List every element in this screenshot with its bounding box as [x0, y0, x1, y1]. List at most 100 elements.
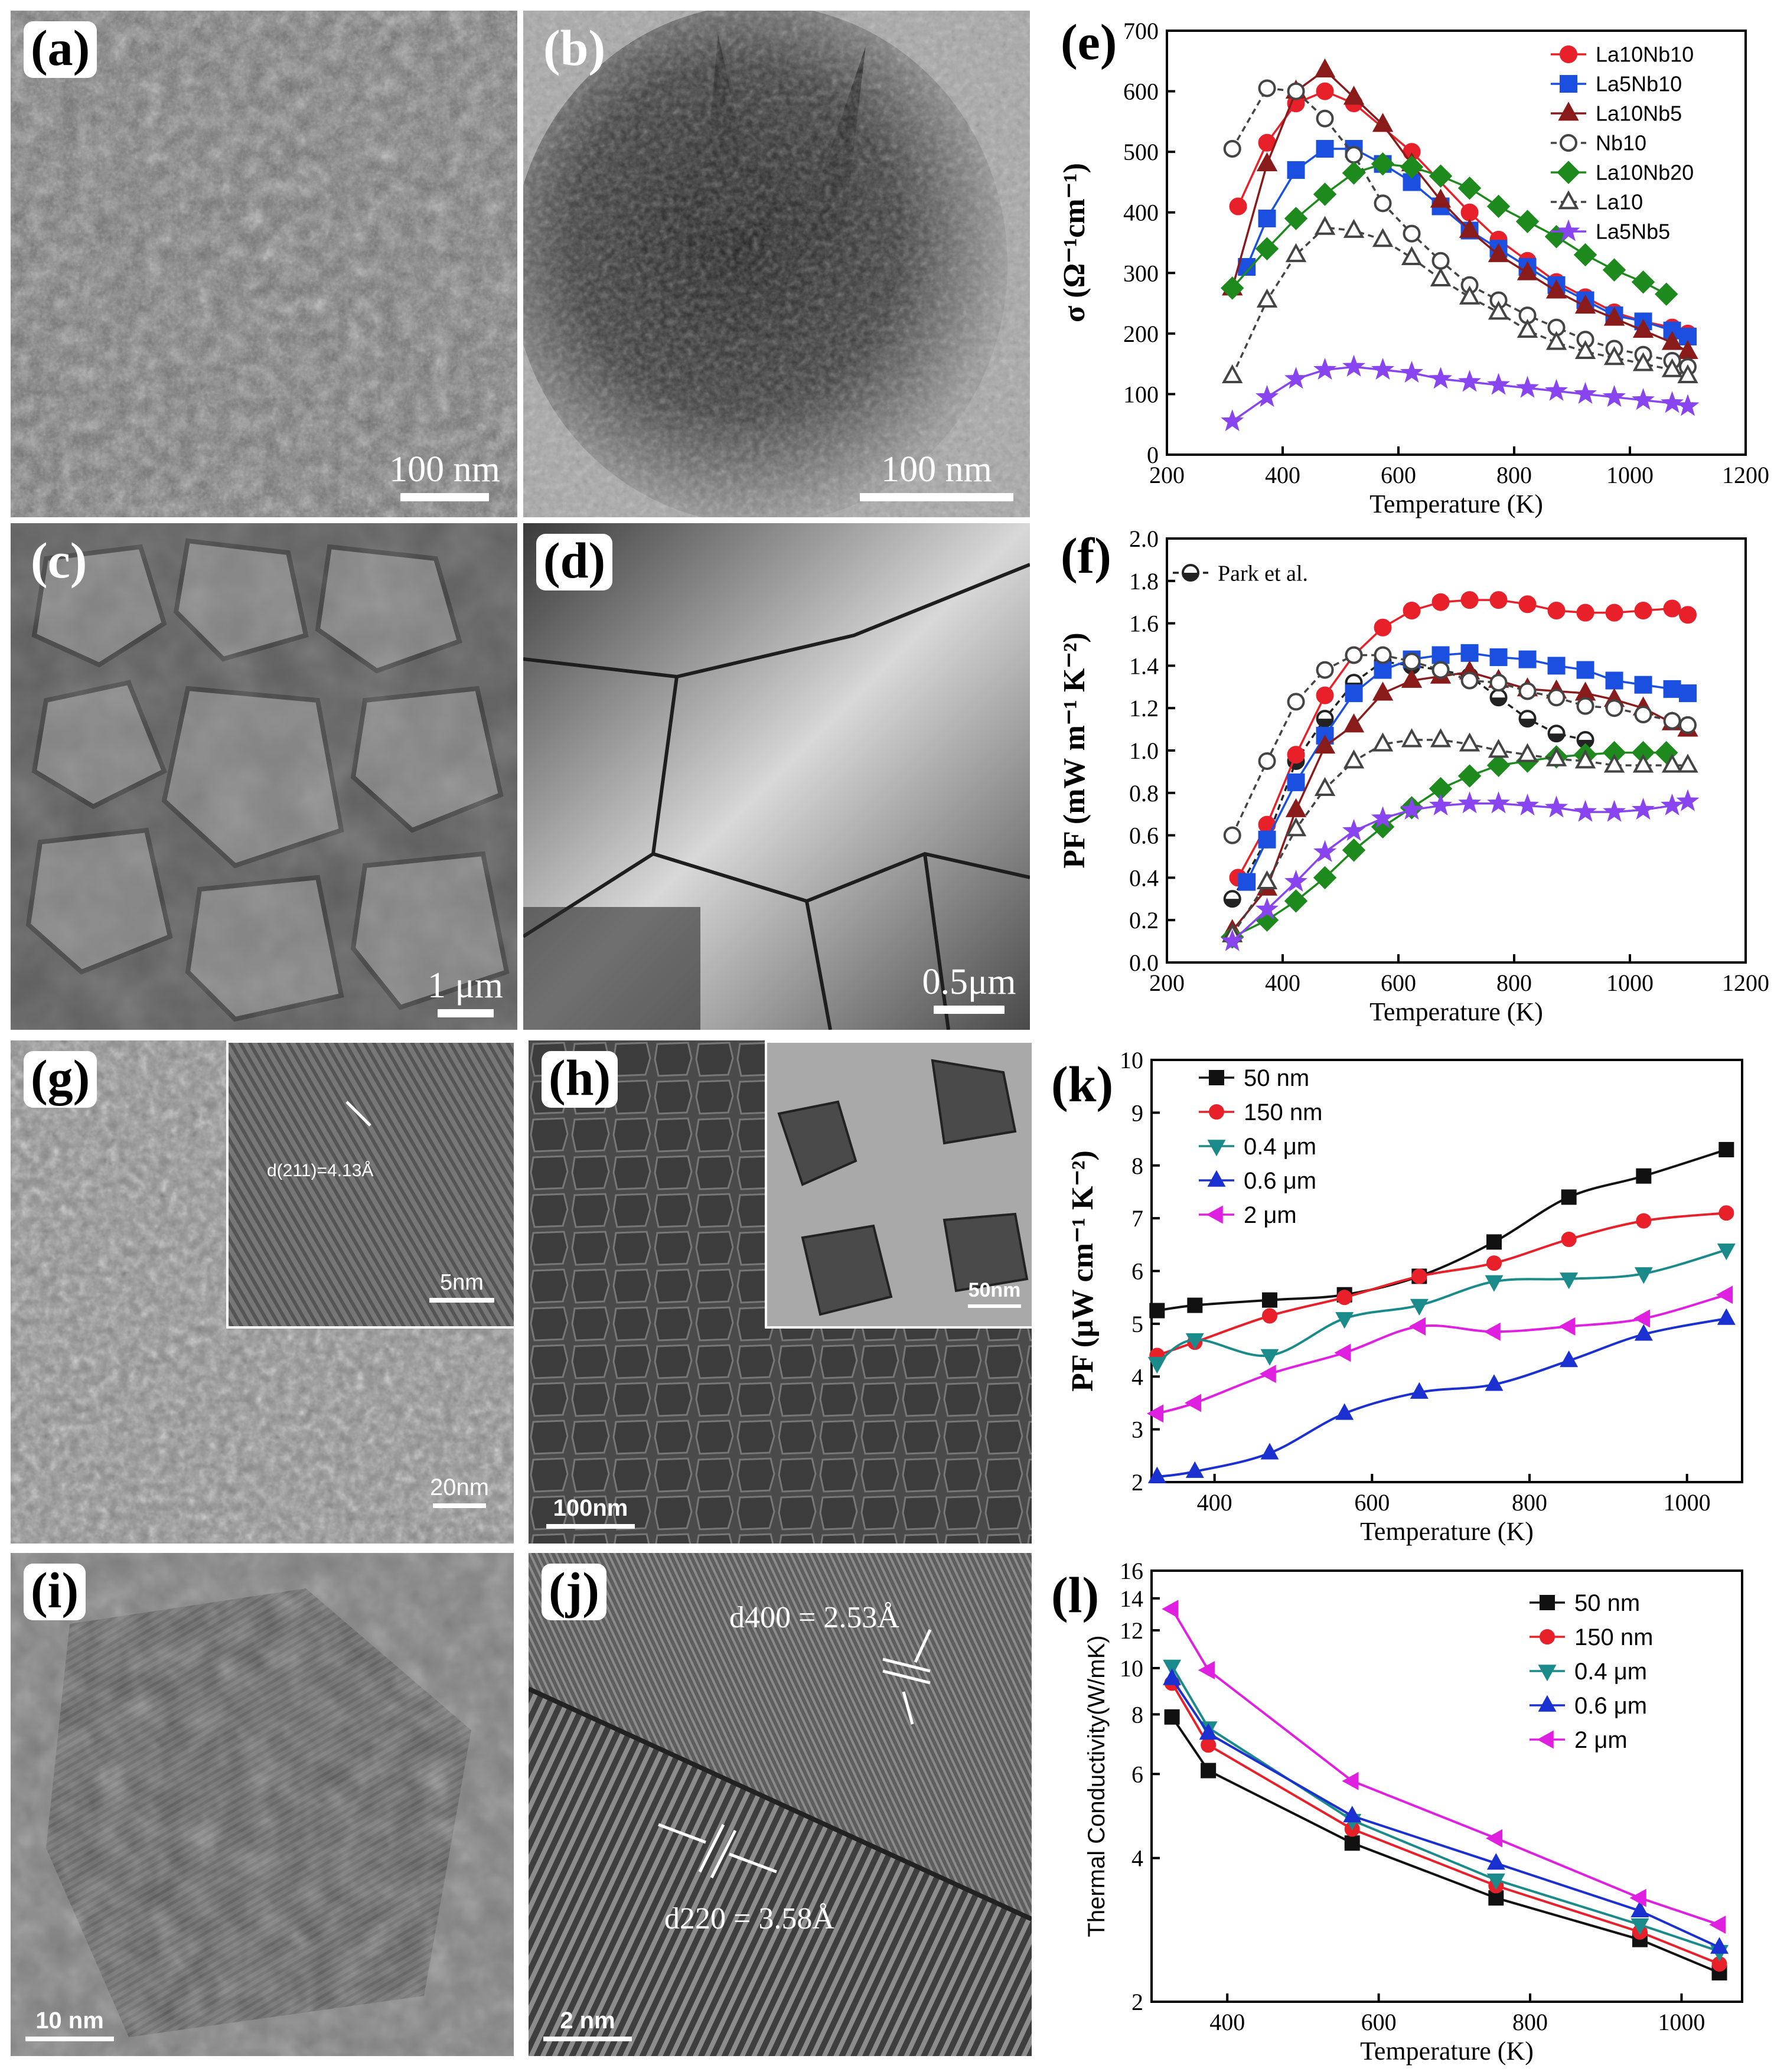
data-point — [1676, 394, 1700, 416]
data-point — [1486, 1873, 1505, 1891]
x-tick-label: 800 — [1496, 970, 1532, 996]
scale-bar-g: 20nm — [418, 1474, 501, 1508]
scale-label-d: 0.5μm — [922, 962, 1016, 1002]
data-point — [1518, 650, 1537, 668]
y-tick-label: 6 — [1131, 1761, 1143, 1787]
legend-label: Park et al. — [1218, 561, 1308, 586]
chart-f: 200 400 600 800 1000 1200 0.0 0.2 0.4 0.6 0.8 1.0 1.… — [1058, 526, 1769, 1026]
y-tick-label: 10 — [1120, 1047, 1143, 1073]
x-tick-label: 1000 — [1658, 2009, 1705, 2035]
series-line-4 — [1170, 1608, 1720, 1926]
data-point — [1287, 693, 1305, 711]
data-point — [1603, 385, 1626, 407]
data-point — [1314, 776, 1336, 797]
data-point — [1679, 606, 1697, 624]
lattice-marker-j2 — [658, 1823, 777, 1879]
data-point — [1717, 1243, 1736, 1261]
data-point — [1287, 82, 1305, 100]
inset-annotation-g: d(211)=4.13Å — [267, 1161, 374, 1180]
data-point — [1547, 602, 1566, 620]
data-point — [1574, 294, 1596, 314]
data-point — [1632, 797, 1655, 820]
y-tick-label: 8 — [1131, 1701, 1143, 1728]
legend-label: La10Nb20 — [1596, 161, 1694, 185]
scale-label-c: 1 μm — [428, 965, 503, 1006]
scale-bar-line-a — [400, 493, 489, 501]
legend-marker — [1560, 45, 1577, 63]
data-point — [1374, 646, 1392, 664]
data-point — [1314, 58, 1336, 78]
data-point — [1199, 1723, 1218, 1740]
data-point — [1431, 593, 1450, 611]
data-point — [1661, 753, 1683, 773]
scale-bar-line-j — [543, 2037, 632, 2041]
data-point — [1401, 728, 1423, 748]
data-point — [1284, 889, 1308, 913]
data-point — [1661, 391, 1684, 413]
data-point — [1677, 753, 1698, 773]
data-point — [1163, 1668, 1182, 1685]
micrograph-g: d(211)=4.13Å 5nm (g) 20nm — [11, 1040, 514, 1544]
panel-label-b: (b) — [543, 19, 606, 76]
data-point — [1334, 1343, 1351, 1362]
data-point — [1655, 282, 1678, 306]
data-point — [1603, 800, 1626, 822]
data-point — [1516, 376, 1540, 398]
data-point — [1258, 209, 1276, 227]
data-point — [1458, 370, 1482, 392]
data-point — [1336, 1290, 1352, 1306]
data-point — [1632, 318, 1654, 338]
panel-label-d: (d) — [536, 534, 613, 590]
data-point — [1342, 818, 1366, 841]
data-point — [1262, 1292, 1277, 1308]
data-point — [1429, 164, 1453, 188]
series-line-0 — [1157, 1148, 1727, 1312]
y-tick-label: 100 — [1123, 381, 1159, 407]
data-point — [1221, 409, 1244, 432]
data-point — [1410, 1298, 1429, 1316]
data-point — [1313, 840, 1337, 862]
data-point — [1316, 109, 1334, 128]
data-point — [1187, 1297, 1203, 1313]
data-point — [1256, 870, 1278, 889]
data-point — [1485, 1829, 1503, 1848]
data-point — [1149, 1303, 1165, 1319]
y-tick-label: 0.2 — [1129, 907, 1159, 934]
y-tick-label: 9 — [1131, 1099, 1143, 1126]
y-tick-label: 2 — [1131, 1469, 1143, 1496]
hrtem-inset-g: d(211)=4.13Å 5nm — [226, 1040, 514, 1329]
data-point — [1630, 1918, 1649, 1935]
data-point — [1185, 1461, 1204, 1478]
tem-grains-d — [523, 523, 1030, 1030]
data-point — [1344, 1835, 1360, 1851]
y-axis-label: Thermal Conductivity(W/mK) — [1084, 1635, 1110, 1937]
x-tick-label: 1200 — [1722, 970, 1769, 996]
micrograph-d: (d) 0.5μm — [523, 523, 1030, 1030]
data-point — [1663, 712, 1681, 730]
data-point — [1576, 603, 1594, 622]
y-axis-label: PF (μW cm⁻¹ K⁻²) — [1066, 1150, 1100, 1392]
micrograph-h: 50nm (h) 100nm — [529, 1040, 1032, 1544]
data-point — [1284, 870, 1308, 892]
legend-marker — [1537, 1730, 1554, 1749]
data-point — [1198, 1661, 1215, 1680]
y-tick-label: 10 — [1120, 1655, 1143, 1682]
data-point — [1287, 161, 1305, 179]
data-point — [1284, 367, 1308, 389]
data-point — [1335, 1312, 1354, 1329]
x-tick-label: 600 — [1381, 462, 1416, 488]
panel-label-a: (a) — [24, 21, 97, 78]
x-tick-label: 400 — [1265, 970, 1300, 996]
data-point — [1576, 661, 1594, 679]
data-point — [1430, 188, 1452, 208]
data-point — [1184, 1394, 1202, 1412]
data-point — [1574, 340, 1596, 360]
data-point — [1459, 285, 1480, 305]
legend-marker — [1560, 134, 1577, 152]
y-tick-label: 1.4 — [1129, 652, 1159, 679]
data-point — [1345, 146, 1363, 164]
data-point — [1221, 276, 1244, 300]
data-point — [1560, 1350, 1579, 1368]
data-point — [1408, 1317, 1426, 1336]
legend-label: La10 — [1596, 190, 1643, 214]
